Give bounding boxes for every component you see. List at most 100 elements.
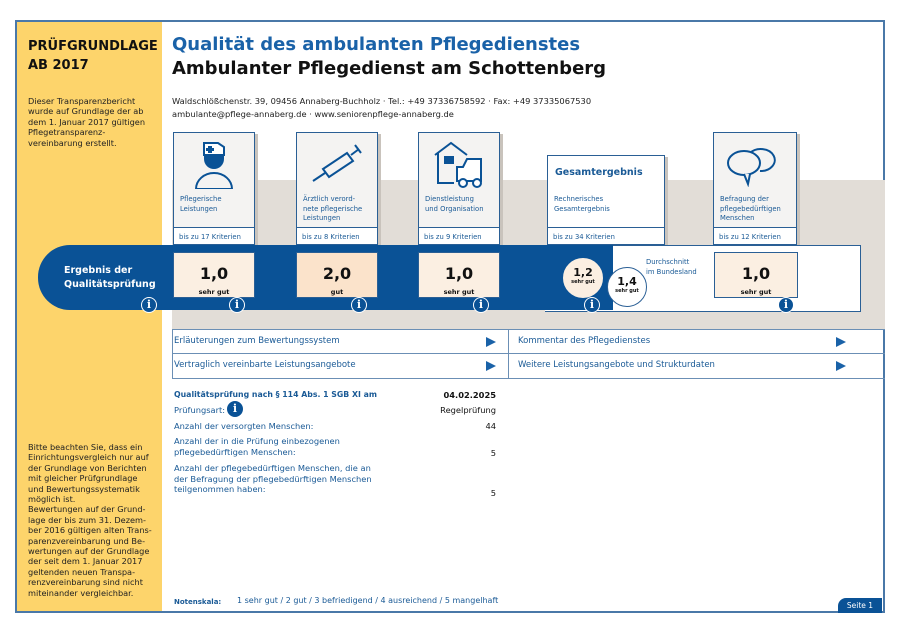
score-value: 2,0 — [322, 264, 352, 283]
card-aerztlich-verordnete-leistungen: Ärztlich verord-nete pflegerische Leistun… — [296, 132, 378, 245]
label-line: Anzahl der pflegebedürftigen Menschen, d… — [174, 463, 371, 473]
arrow-right-icon — [486, 361, 496, 371]
text-line: der Grundlage von Berichten — [28, 462, 147, 473]
facility-name: Ambulanter Pflegedienst am Schottenberg — [172, 58, 607, 79]
card-label: Menschen — [720, 214, 755, 222]
card-label: Leistungen — [180, 204, 218, 213]
criteria-count: bis zu 8 Kriterien — [297, 227, 377, 244]
label-line: der Befragung der pflegebedürftigen Mens… — [174, 473, 372, 484]
score-box: 2,0 gut — [296, 252, 378, 298]
score-grade: sehr gut — [443, 288, 475, 296]
text-line: und Bewertungssystematik — [28, 483, 140, 494]
card-label: Pflegerische — [180, 195, 222, 203]
arrow-right-icon — [836, 337, 846, 347]
average-score-circle: 1,4 sehr gut — [607, 267, 647, 307]
detail-value: Regelprüfung — [440, 405, 496, 415]
average-label: Durchschnitt im Bundesland — [646, 258, 697, 277]
info-icon[interactable]: i — [351, 297, 367, 313]
card-label: Ärztlich verord- — [303, 195, 356, 203]
page-title: Qualität des ambulanten Pflegedienstes — [172, 34, 581, 55]
info-icon[interactable]: i — [227, 401, 243, 417]
card-title: Gesamtergebnis — [555, 167, 643, 178]
card-label: Rechnerisches — [554, 195, 604, 203]
score-value: 1,0 — [741, 264, 771, 283]
sidebar-title: PRÜFGRUNDLAGE AB 2017 — [28, 37, 158, 75]
page-number: Seite 1 — [838, 598, 882, 613]
criteria-count: bis zu 17 Kriterien — [174, 227, 254, 244]
card-label: Gesamtergebnis — [554, 204, 610, 213]
criteria-count: bis zu 34 Kriterien — [548, 227, 664, 244]
text-line: geltenden neuen Transpa- — [28, 566, 136, 577]
text-line: mit gleicher Prüfgrundlage — [28, 473, 138, 484]
label-line: teilgenommen haben: — [174, 484, 266, 494]
title-line: PRÜFGRUNDLAGE — [28, 39, 158, 54]
text-line: wertungen auf der Grundlage — [28, 546, 150, 557]
card-dienstleistung-organisation: Dienstleistung und Organisation bis zu 9 … — [418, 132, 500, 245]
detail-value: 5 — [490, 488, 496, 498]
scale-label: Notenskala: — [174, 598, 222, 606]
house-car-icon — [434, 141, 482, 188]
text-line: Pflegetransparenz- — [28, 127, 106, 138]
card-label: Befragung der — [720, 195, 769, 203]
detail-label: Anzahl der in die Prüfung einbezogenen pf… — [174, 436, 340, 457]
label-line: pflegebedürftigen Menschen: — [174, 446, 296, 457]
link-kommentar[interactable]: Kommentar des Pflegedienstes — [518, 336, 846, 347]
score-grade: sehr gut — [198, 288, 230, 296]
text-line: parenzvereinbarung und Be- — [28, 535, 146, 546]
detail-value: 44 — [485, 421, 496, 431]
criteria-count: bis zu 9 Kriterien — [419, 227, 499, 244]
score-value: 1,0 — [199, 264, 229, 283]
link-label: Vertraglich vereinbarte Leistungsangebot… — [174, 360, 356, 370]
label-line: Qualitätsprüfung — [64, 279, 156, 290]
text-line: lage der bis zum 31. Dezem- — [28, 514, 146, 525]
score-grade: sehr gut — [615, 288, 639, 294]
address: Waldschlößchenstr. 39, 09456 Annaberg-Bu… — [172, 96, 592, 106]
criteria-count: bis zu 12 Kriterien — [714, 227, 796, 244]
arrow-right-icon — [486, 337, 496, 347]
text-line: Einrichtungsvergleich nur auf — [28, 452, 149, 463]
info-icon[interactable]: i — [141, 297, 157, 313]
score-value: 1,4 — [617, 275, 637, 288]
divider — [172, 378, 885, 379]
label-line: Durchschnitt — [646, 258, 690, 266]
info-icon[interactable]: i — [778, 297, 794, 313]
result-label: Ergebnis der Qualitätsprüfung — [64, 264, 156, 292]
detail-label: Anzahl der pflegebedürftigen Menschen, d… — [174, 463, 372, 495]
label-line: Anzahl der in die Prüfung einbezogenen — [174, 436, 340, 446]
divider — [508, 330, 509, 378]
card-label: nete pflegerische — [303, 204, 363, 213]
arrow-right-icon — [836, 361, 846, 371]
sidebar — [16, 21, 162, 612]
text-line: vereinbarung erstellt. — [28, 137, 117, 148]
detail-label: Anzahl der versorgten Menschen: — [174, 421, 314, 431]
score-box: 1,0 sehr gut — [173, 252, 255, 298]
text-line: ber 2016 gültigen alten Trans- — [28, 525, 152, 536]
link-leistungsangebote[interactable]: Vertraglich vereinbarte Leistungsangebot… — [174, 360, 496, 371]
score-value: 1,0 — [444, 264, 474, 283]
score-grade: sehr gut — [571, 279, 595, 285]
syringe-icon — [312, 144, 362, 182]
info-icon[interactable]: i — [473, 297, 489, 313]
info-icon[interactable]: i — [584, 297, 600, 313]
text-line: wurde auf Grundlage der ab — [28, 106, 144, 117]
inspection-heading: Qualitätsprüfung nach § 114 Abs. 1 SGB X… — [174, 390, 377, 399]
text-line: der seit dem 1. Januar 2017 — [28, 556, 143, 567]
link-label: Erläuterungen zum Bewertungssystem — [174, 336, 340, 346]
link-label: Kommentar des Pflegedienstes — [518, 336, 651, 346]
divider — [172, 329, 885, 330]
card-befragung: Befragung der pflegebedürftigen Menschen b… — [713, 132, 797, 245]
text-line: Bitte beachten Sie, dass ein — [28, 442, 143, 452]
score-value: 1,2 — [573, 266, 593, 279]
total-score-circle: 1,2 sehr gut — [563, 258, 603, 298]
text-line: möglich ist. — [28, 494, 76, 505]
text-line: Bewertungen auf der Grund- — [28, 504, 146, 515]
link-strukturdaten[interactable]: Weitere Leistungsangebote und Strukturda… — [518, 360, 846, 371]
detail-value: 5 — [490, 448, 496, 458]
nurse-icon — [194, 142, 234, 189]
score-grade: gut — [330, 288, 344, 296]
divider — [172, 330, 173, 378]
title-line: AB 2017 — [28, 58, 89, 73]
link-bewertungssystem[interactable]: Erläuterungen zum Bewertungssystem — [174, 336, 496, 347]
info-icon[interactable]: i — [229, 297, 245, 313]
label-line: im Bundesland — [646, 267, 697, 276]
